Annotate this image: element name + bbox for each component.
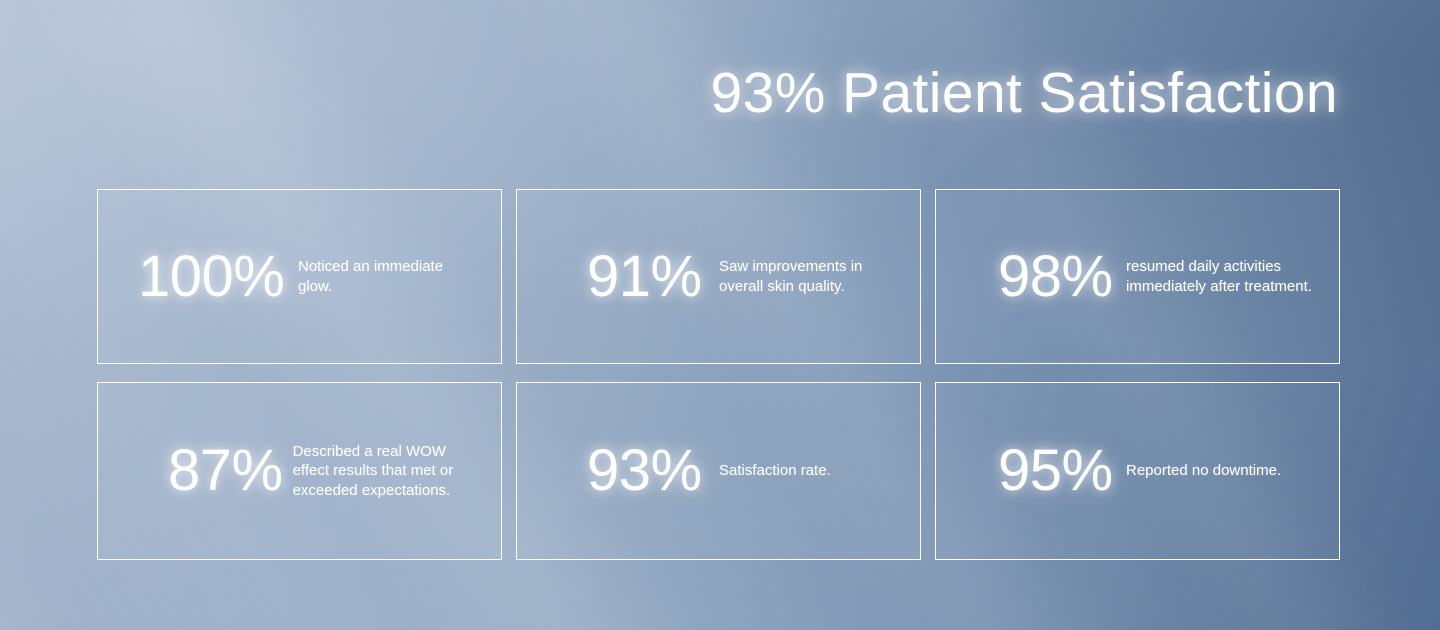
- stat-description: Satisfaction rate.: [719, 462, 831, 480]
- stat-value: 98%: [998, 243, 1113, 309]
- page-title: 93% Patient Satisfaction: [710, 61, 1338, 125]
- stat-card[interactable]: 93% Satisfaction rate.: [516, 382, 921, 560]
- stats-grid: 100% Noticed an immediate glow. 91% Saw …: [97, 189, 1340, 560]
- stat-card[interactable]: 95% Reported no downtime.: [935, 382, 1340, 560]
- stat-description: Described a real WOW effect results that…: [292, 443, 454, 499]
- stat-description: resumed daily activities immediately aft…: [1126, 258, 1312, 295]
- stat-card[interactable]: 91% Saw improvements in overall skin qua…: [516, 189, 921, 364]
- stat-value: 93%: [587, 438, 702, 503]
- stat-value: 100%: [138, 243, 285, 309]
- stat-description: Noticed an immediate glow.: [298, 258, 444, 295]
- stat-card[interactable]: 87% Described a real WOW effect results …: [97, 382, 502, 560]
- stat-description: Reported no downtime.: [1126, 462, 1282, 480]
- stat-value: 91%: [587, 243, 702, 309]
- stat-value: 87%: [168, 438, 283, 503]
- stat-card[interactable]: 98% resumed daily activities immediately…: [935, 189, 1340, 364]
- stat-value: 95%: [998, 438, 1113, 503]
- stat-description: Saw improvements in overall skin quality…: [719, 258, 863, 295]
- stat-card[interactable]: 100% Noticed an immediate glow.: [97, 189, 502, 364]
